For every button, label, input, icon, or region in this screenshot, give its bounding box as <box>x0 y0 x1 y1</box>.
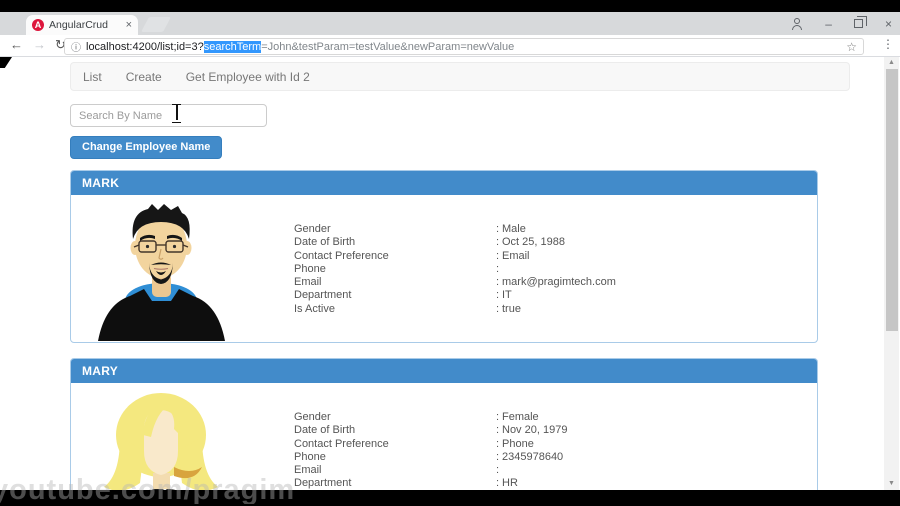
detail-value: Female <box>502 411 539 423</box>
detail-row: Department: IT <box>294 289 616 302</box>
employee-details: Gender: Female Date of Birth: Nov 20, 1979… <box>294 411 567 491</box>
browser-tab[interactable]: A AngularCrud × <box>26 15 138 35</box>
employee-card-title: MARY <box>71 359 817 383</box>
nav-link-create[interactable]: Create <box>125 69 162 84</box>
detail-colon: : <box>496 262 500 275</box>
bookmark-star-icon[interactable]: ☆ <box>846 39 857 54</box>
detail-value: mark@pragimtech.com <box>502 276 616 289</box>
address-bar[interactable]: ⓘ localhost:4200/list;id=3?searchTerm=Jo… <box>64 38 864 55</box>
detail-label: Gender <box>294 411 331 423</box>
browser-tabstrip: A AngularCrud × – × <box>0 12 900 35</box>
detail-label: Date of Birth <box>294 236 356 249</box>
detail-value: Phone <box>502 437 534 450</box>
detail-colon: : <box>496 464 500 477</box>
url-text: localhost:4200/list;id=3?searchTerm=John… <box>86 40 840 53</box>
restore-button[interactable] <box>853 16 867 28</box>
employee-card-mark: MARK <box>70 170 818 343</box>
detail-colon: : <box>496 437 500 450</box>
profile-icon[interactable] <box>791 17 803 30</box>
detail-value: true <box>502 302 521 315</box>
detail-label: Contact Preference <box>294 437 389 450</box>
angular-logo-icon: A <box>32 19 44 31</box>
detail-row: Date of Birth: Oct 25, 1988 <box>294 236 616 249</box>
detail-value: Email <box>502 249 530 262</box>
tab-title: AngularCrud <box>49 19 108 31</box>
detail-value: Nov 20, 1979 <box>502 424 568 437</box>
detail-colon: : <box>496 302 500 315</box>
detail-value: 2345978640 <box>502 450 564 463</box>
detail-label: Date of Birth <box>294 424 356 437</box>
detail-colon: : <box>496 276 500 289</box>
scroll-up-icon[interactable]: ▲ <box>888 59 895 66</box>
detail-row: Contact Preference: Phone <box>294 438 567 451</box>
detail-row: Department: HR <box>294 477 567 490</box>
detail-label: Department <box>294 477 352 490</box>
refresh-button[interactable]: ↻ <box>55 37 66 52</box>
page-content: List Create Get Employee with Id 2 Chang… <box>0 57 900 506</box>
detail-label: Phone <box>294 262 326 275</box>
change-employee-name-button[interactable]: Change Employee Name <box>70 136 223 159</box>
chrome-menu-icon[interactable]: ⋮ <box>882 37 894 51</box>
letterbox-top <box>0 0 900 12</box>
detail-colon: : <box>496 236 500 249</box>
page-info-icon[interactable]: ⓘ <box>71 43 81 54</box>
forward-button[interactable]: → <box>33 37 46 52</box>
detail-label: Email <box>294 276 322 289</box>
detail-label: Gender <box>294 223 331 235</box>
detail-colon: : <box>496 477 500 490</box>
detail-colon: : <box>496 424 500 437</box>
url-selected-text: searchTerm <box>203 40 262 53</box>
detail-colon: : <box>496 223 500 235</box>
nav-link-get-employee[interactable]: Get Employee with Id 2 <box>185 69 310 84</box>
new-tab-button[interactable] <box>141 17 171 32</box>
detail-label: Is Active <box>294 302 335 315</box>
video-artifact <box>0 57 12 68</box>
employee-photo-mark <box>94 201 229 341</box>
back-button[interactable]: ← <box>10 37 23 52</box>
employee-details: Gender: Male Date of Birth: Oct 25, 1988 C… <box>294 223 616 316</box>
detail-row: Email: <box>294 464 567 477</box>
search-input[interactable] <box>70 104 267 127</box>
detail-row: Gender: Male <box>294 223 616 236</box>
url-post: =John&testParam=testValue&newParam=newVa… <box>261 40 515 53</box>
browser-toolbar: ← → ↻ ⓘ localhost:4200/list;id=3?searchT… <box>0 35 900 57</box>
detail-label: Contact Preference <box>294 249 389 262</box>
app-navbar: List Create Get Employee with Id 2 <box>70 62 850 91</box>
detail-row: Is Active: true <box>294 303 616 316</box>
detail-value: Male <box>502 223 526 235</box>
detail-row: Phone:2345978640 <box>294 451 567 464</box>
text-cursor-icon <box>172 104 181 121</box>
employee-photo-mary <box>94 389 229 506</box>
detail-value: HR <box>502 477 518 490</box>
detail-row: Gender: Female <box>294 411 567 424</box>
detail-row: Phone: <box>294 263 616 276</box>
detail-label: Department <box>294 289 352 302</box>
detail-row: Contact Preference: Email <box>294 250 616 263</box>
detail-row: Email: mark@pragimtech.com <box>294 276 616 289</box>
tab-close-icon[interactable]: × <box>125 19 132 31</box>
detail-value: IT <box>502 289 512 302</box>
nav-link-list[interactable]: List <box>83 69 102 84</box>
profile-body-icon <box>792 24 803 30</box>
detail-row: Date of Birth: Nov 20, 1979 <box>294 424 567 437</box>
profile-head-icon <box>794 17 801 24</box>
scrollbar-thumb[interactable] <box>885 69 898 331</box>
detail-value: Oct 25, 1988 <box>502 236 565 249</box>
employee-card-mary: MARY <box>70 358 818 506</box>
page-scrollbar[interactable]: ▲ ▼ <box>884 57 899 490</box>
detail-colon: : <box>496 450 500 463</box>
minimize-button[interactable]: – <box>825 16 832 31</box>
detail-colon: : <box>496 411 500 423</box>
detail-label: Email <box>294 464 322 477</box>
employee-card-title: MARK <box>71 171 817 195</box>
url-pre: localhost:4200/list;id=3? <box>86 40 204 53</box>
close-window-button[interactable]: × <box>884 16 892 31</box>
scroll-down-icon[interactable]: ▼ <box>888 480 895 487</box>
window-controls: – × <box>791 12 892 35</box>
detail-colon: : <box>496 249 500 262</box>
detail-label: Phone <box>294 450 326 463</box>
detail-colon: : <box>496 289 500 302</box>
letterbox-bottom <box>0 490 900 506</box>
